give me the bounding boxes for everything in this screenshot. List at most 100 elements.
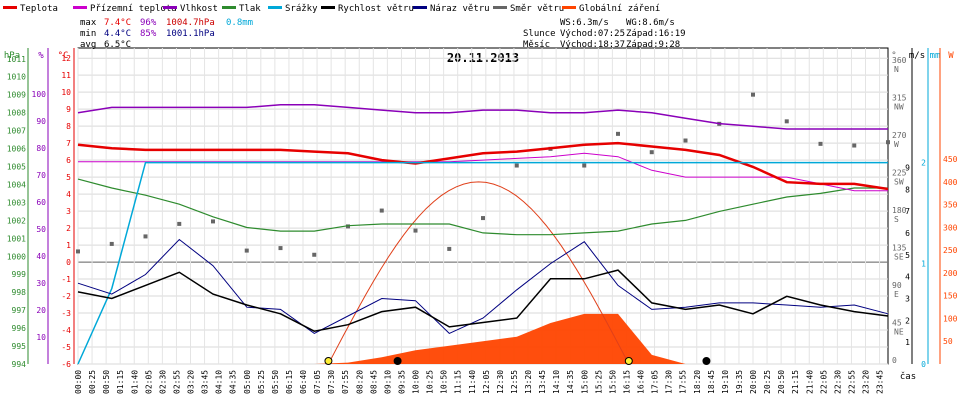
- wind-dir-point: [751, 92, 755, 97]
- w-tick: 450: [943, 155, 958, 164]
- wind-dir-point: [379, 208, 384, 213]
- hpa-tick: 1004: [7, 180, 26, 189]
- info-moon-label: Měsíc: [523, 40, 550, 50]
- dir-tick-label: SE: [894, 252, 904, 261]
- dir-tick-label: E: [894, 290, 899, 299]
- axis-title-hpa: hPa: [4, 51, 20, 61]
- hpa-tick: 995: [12, 342, 27, 351]
- x-tick-label: 19:35: [735, 370, 744, 394]
- info-sunset: Západ:16:19: [626, 29, 686, 39]
- x-tick-label: 00:25: [88, 370, 97, 394]
- axis-title-deg: °: [891, 51, 896, 61]
- legend-label: Globální záření: [579, 4, 660, 14]
- stats-max-label: max: [80, 18, 97, 28]
- pct-tick: 90: [36, 117, 46, 126]
- ground-temp-line: [78, 152, 888, 192]
- info-wg: WG:8.6m/s: [626, 18, 675, 28]
- hpa-tick: 994: [12, 360, 27, 369]
- x-tick-label: 12:30: [496, 370, 505, 394]
- x-tick-label: 11:40: [468, 370, 477, 394]
- x-tick-label: 15:00: [580, 370, 589, 394]
- pct-tick: 20: [36, 306, 46, 315]
- wind-dir-point: [886, 140, 890, 145]
- mm-tick: 1: [921, 259, 926, 268]
- wind-dir-point: [413, 228, 418, 233]
- x-tick-label: 17:55: [679, 370, 688, 394]
- wind-dir-point: [109, 241, 114, 246]
- wind-dir-point: [818, 141, 823, 146]
- x-tick-label: 22:30: [833, 370, 842, 394]
- markers: [324, 357, 711, 365]
- wind-gust-line: [77, 238, 889, 334]
- wind-dir-point: [143, 234, 148, 239]
- w-tick: 250: [943, 246, 958, 255]
- hpa-tick: 1002: [7, 216, 26, 225]
- temp-tick: 8: [66, 122, 71, 131]
- humidity-line: [77, 103, 888, 130]
- wind-dir-point: [616, 131, 620, 136]
- temp-tick: -4: [61, 326, 71, 335]
- x-tick-label: 23:20: [862, 370, 871, 394]
- wind-dir-point: [683, 138, 688, 143]
- x-tick-label: 15:25: [594, 370, 603, 394]
- legend-label: Směr větru: [510, 4, 564, 14]
- dir-tick: 90: [892, 281, 902, 290]
- wind-dir-point: [76, 249, 80, 254]
- x-tick-label: 02:30: [158, 370, 167, 394]
- ms-tick: 8: [905, 185, 910, 194]
- dir-tick: 180: [892, 206, 907, 215]
- x-tick-label: 05:50: [271, 370, 280, 394]
- x-tick-label: 14:35: [566, 370, 575, 394]
- x-tick-label: 10:00: [412, 370, 421, 394]
- temp-tick: -6: [61, 360, 71, 369]
- x-tick-label: 10:50: [440, 370, 449, 394]
- stats-avg-label: avg: [80, 40, 96, 50]
- mm-tick: 0: [921, 360, 926, 369]
- x-tick-label: 06:40: [299, 370, 308, 394]
- x-tick-label: 00:50: [102, 370, 111, 394]
- x-tick-label: 23:45: [876, 370, 885, 394]
- legend-swatch: [222, 6, 236, 9]
- temp-tick: -3: [61, 309, 71, 318]
- legend-swatch: [3, 6, 17, 9]
- legend-swatch: [163, 6, 177, 9]
- stats-min-hum: 85%: [140, 29, 157, 39]
- pct-tick: 40: [36, 252, 46, 261]
- axis-ticks: 00:00 00:25 00:50 01:15 01:40 02:05 02:30 02:55…: [7, 48, 958, 394]
- x-tick-label: 02:05: [144, 370, 153, 394]
- info-ws: WS:6.3m/s: [560, 18, 609, 28]
- dir-tick: 45: [892, 318, 902, 327]
- legend-swatch: [268, 6, 282, 9]
- x-tick-label: 21:15: [791, 370, 800, 394]
- dir-tick: 225: [892, 168, 907, 177]
- ms-tick: 9: [905, 163, 910, 172]
- hpa-tick: 1009: [7, 91, 26, 100]
- x-tick-label: 07:30: [327, 370, 336, 394]
- dir-tick-label: S: [894, 215, 899, 224]
- ms-tick: 6: [905, 229, 910, 238]
- mm-tick: 2: [921, 159, 926, 168]
- x-tick-label: 12:55: [510, 370, 519, 394]
- x-tick-label: 22:55: [847, 370, 856, 394]
- x-tick-label: 06:15: [285, 370, 294, 394]
- x-tick-label: 03:45: [201, 370, 210, 394]
- ms-tick: 5: [905, 251, 910, 260]
- wind-dir-point: [278, 246, 283, 251]
- legend-swatch: [73, 6, 87, 9]
- ms-tick: 4: [905, 273, 910, 282]
- pct-tick: 80: [36, 144, 46, 153]
- pct-tick: 100: [32, 90, 47, 99]
- hpa-tick: 1006: [7, 145, 26, 154]
- x-tick-label: 22:05: [819, 370, 828, 394]
- temp-tick: 2: [66, 224, 71, 233]
- w-tick: 150: [943, 292, 958, 301]
- hpa-tick: 1008: [7, 109, 26, 118]
- ms-tick: 1: [905, 338, 910, 347]
- wind-dir-point: [784, 119, 789, 124]
- x-tick-label: 07:55: [341, 370, 350, 394]
- temp-tick: 9: [66, 105, 71, 114]
- w-tick: 200: [943, 269, 958, 278]
- legend: Teplota Přízemní teplota Vlhkost Tlak Srážky…: [3, 4, 660, 14]
- hpa-tick: 998: [12, 288, 27, 297]
